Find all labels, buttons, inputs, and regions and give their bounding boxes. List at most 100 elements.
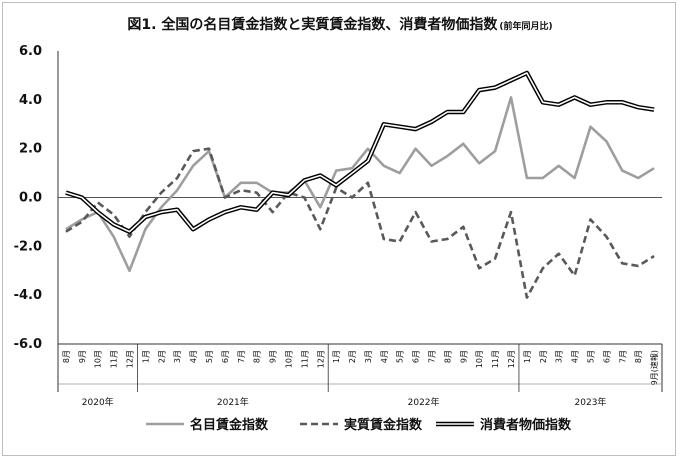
data-point <box>526 72 527 73</box>
data-point <box>495 87 496 88</box>
x-tick-label: 1月 <box>332 350 341 363</box>
data-point <box>336 170 337 171</box>
data-point <box>336 185 337 186</box>
data-point <box>320 175 321 176</box>
x-tick-label: 4月 <box>189 350 198 363</box>
data-point <box>638 107 639 108</box>
x-tick-label: 3月 <box>173 350 182 363</box>
data-point <box>65 192 66 193</box>
x-tick-label: 3月 <box>555 350 564 363</box>
legend-label: 消費者物価指数 <box>480 417 572 433</box>
data-point <box>304 197 305 198</box>
data-point <box>367 160 368 161</box>
data-point <box>606 236 607 237</box>
series-line <box>65 147 655 299</box>
data-point <box>622 102 623 103</box>
legend-item-0: 名目賃金指数 <box>146 417 269 433</box>
chart-title-note: (前年同月比) <box>499 20 552 32</box>
data-point <box>81 221 82 222</box>
series-2 <box>65 70 655 234</box>
data-point <box>415 129 416 130</box>
chart-title: 図1. 全国の名目賃金指数と実質賃金指数、消費者物価指数 (前年同月比) <box>127 16 552 33</box>
data-point <box>463 226 464 227</box>
x-tick-label: 4月 <box>571 350 580 363</box>
data-point <box>653 109 654 110</box>
data-point <box>65 229 66 230</box>
x-tick-label: 5月 <box>205 350 214 363</box>
data-point <box>653 256 654 257</box>
data-point <box>399 126 400 127</box>
x-tick-label: 10月 <box>475 350 484 368</box>
data-point <box>447 111 448 112</box>
x-tick-label: 2月 <box>157 350 166 363</box>
series-1 <box>65 147 655 299</box>
data-point <box>447 238 448 239</box>
x-tick-label: 9月 <box>459 350 468 363</box>
data-point <box>129 270 130 271</box>
data-point <box>399 172 400 173</box>
data-point <box>542 102 543 103</box>
data-point <box>431 165 432 166</box>
data-point <box>510 97 511 98</box>
data-point <box>526 297 527 298</box>
x-tick-label: 10月 <box>284 350 293 368</box>
data-point <box>272 192 273 193</box>
y-tick-label: -6.0 <box>14 337 42 352</box>
y-tick-label: -2.0 <box>14 239 42 254</box>
data-point <box>320 207 321 208</box>
data-point <box>145 229 146 230</box>
data-point <box>590 219 591 220</box>
x-tick-label: 12月 <box>126 350 135 368</box>
x-tick-label: 9月 <box>269 350 278 363</box>
data-point <box>256 209 257 210</box>
data-point <box>622 170 623 171</box>
data-point <box>622 263 623 264</box>
x-tick-label: 12月 <box>507 350 516 368</box>
x-tick-label: 7月 <box>618 350 627 363</box>
series-line-inner <box>65 72 655 233</box>
year-label: 2021年 <box>217 396 249 408</box>
data-point <box>81 197 82 198</box>
y-tick-label: 0.0 <box>19 191 42 206</box>
data-point <box>383 124 384 125</box>
x-tick-label: 9月 <box>78 350 87 363</box>
x-tick-label: 3月 <box>364 350 373 363</box>
plot-area <box>57 51 663 392</box>
data-point <box>145 212 146 213</box>
data-point <box>495 151 496 152</box>
data-point <box>574 177 575 178</box>
chart-title-main: 図1. 全国の名目賃金指数と実質賃金指数、消費者物価指数 <box>127 16 498 33</box>
data-point <box>558 104 559 105</box>
series-layer <box>65 70 655 299</box>
x-tick-label: 11月 <box>110 350 119 368</box>
series-line <box>65 96 655 273</box>
data-point <box>193 165 194 166</box>
data-point <box>161 192 162 193</box>
data-point <box>224 197 225 198</box>
data-point <box>415 212 416 213</box>
legend: 名目賃金指数 実質賃金指数 消費者物価指数 <box>146 417 572 433</box>
data-point <box>193 151 194 152</box>
data-point <box>606 141 607 142</box>
x-tick-label: 7月 <box>237 350 246 363</box>
legend-label: 実質賃金指数 <box>344 417 423 433</box>
x-tick-label: 6月 <box>412 350 421 363</box>
data-point <box>431 241 432 242</box>
data-point <box>606 102 607 103</box>
data-point <box>367 148 368 149</box>
x-tick-label: 5月 <box>586 350 595 363</box>
data-point <box>304 180 305 181</box>
data-point <box>510 80 511 81</box>
year-label: 2022年 <box>408 396 440 408</box>
data-point <box>383 238 384 239</box>
x-tick-label: 4月 <box>380 350 389 363</box>
data-point <box>574 275 575 276</box>
data-point <box>81 219 82 220</box>
data-point <box>574 97 575 98</box>
data-point <box>415 148 416 149</box>
x-tick-label: 7月 <box>428 350 437 363</box>
data-point <box>542 177 543 178</box>
data-point <box>590 104 591 105</box>
x-tick-label: 10月 <box>94 350 103 368</box>
